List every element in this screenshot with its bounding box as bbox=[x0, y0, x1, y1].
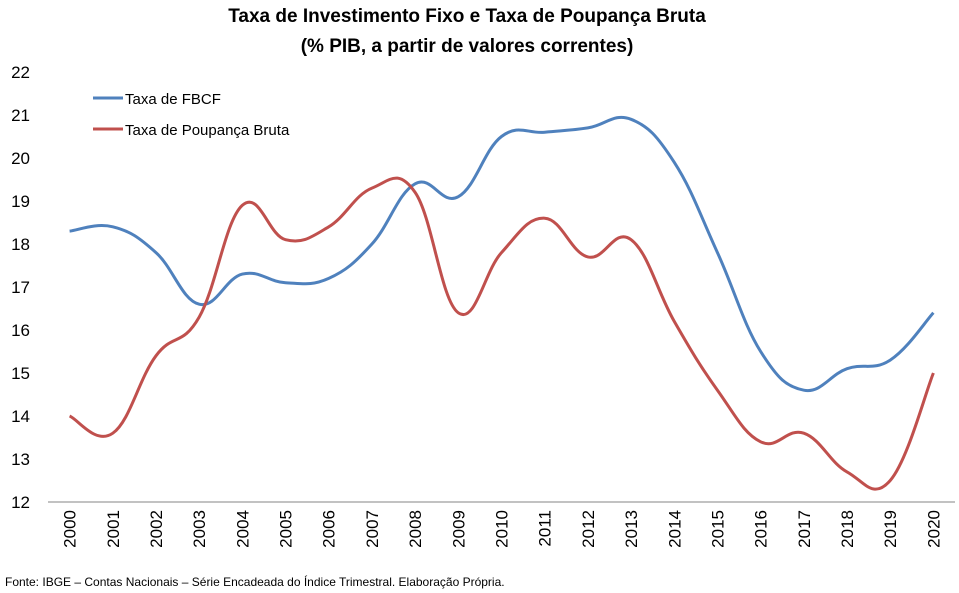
legend-label-fbcf: Taxa de FBCF bbox=[125, 91, 221, 108]
y-tick-label: 13 bbox=[11, 450, 30, 469]
x-tick-label: 2002 bbox=[147, 510, 166, 548]
y-tick-label: 14 bbox=[11, 407, 30, 426]
y-tick-label: 12 bbox=[11, 493, 30, 512]
x-tick-label: 2011 bbox=[536, 510, 555, 547]
x-tick-label: 2017 bbox=[795, 510, 814, 548]
x-tick-label: 2018 bbox=[838, 510, 857, 548]
x-tick-label: 2015 bbox=[708, 510, 727, 548]
y-tick-label: 15 bbox=[11, 364, 30, 383]
x-tick-label: 2007 bbox=[363, 510, 382, 548]
x-tick-label: 2006 bbox=[320, 510, 339, 548]
y-tick-label: 21 bbox=[11, 106, 30, 125]
series-line-poupanca bbox=[68, 176, 935, 491]
chart-title: Taxa de Investimento Fixo e Taxa de Poup… bbox=[228, 6, 706, 27]
x-tick-label: 2016 bbox=[752, 510, 771, 548]
y-tick-label: 18 bbox=[11, 235, 30, 254]
y-tick-label: 16 bbox=[11, 321, 30, 340]
series-lines bbox=[68, 115, 935, 491]
x-tick-label: 2005 bbox=[277, 510, 296, 548]
x-tick-label: 2001 bbox=[104, 510, 123, 548]
x-tick-label: 2019 bbox=[881, 510, 900, 548]
x-tick-label: 2009 bbox=[449, 510, 468, 548]
x-tick-label: 2003 bbox=[190, 510, 209, 548]
x-axis-tick-labels: 2000 2001 2002 2003 2004 2005 2006 2007 2008 2009… bbox=[61, 510, 944, 548]
x-tick-label: 2010 bbox=[493, 510, 512, 548]
y-tick-label: 17 bbox=[11, 278, 30, 297]
series-line-fbcf bbox=[69, 115, 935, 393]
x-tick-label: 2013 bbox=[622, 510, 641, 548]
y-axis-tick-labels: 12 13 14 15 16 17 18 19 20 21 22 bbox=[11, 63, 30, 512]
chart-subtitle: (% PIB, a partir de valores correntes) bbox=[301, 36, 634, 57]
legend: Taxa de FBCF Taxa de Poupança Bruta bbox=[93, 91, 290, 139]
y-tick-label: 22 bbox=[11, 63, 30, 82]
x-tick-label: 2020 bbox=[924, 510, 943, 548]
x-tick-label: 2012 bbox=[579, 510, 598, 548]
legend-label-poupanca: Taxa de Poupança Bruta bbox=[125, 122, 290, 139]
x-tick-label: 2004 bbox=[233, 510, 252, 548]
x-tick-label: 2000 bbox=[61, 510, 80, 548]
y-tick-label: 20 bbox=[11, 149, 30, 168]
x-tick-label: 2014 bbox=[665, 510, 684, 548]
y-tick-label: 19 bbox=[11, 192, 30, 211]
source-note: Fonte: IBGE – Contas Nacionais – Série E… bbox=[5, 574, 505, 589]
x-tick-label: 2008 bbox=[406, 510, 425, 548]
